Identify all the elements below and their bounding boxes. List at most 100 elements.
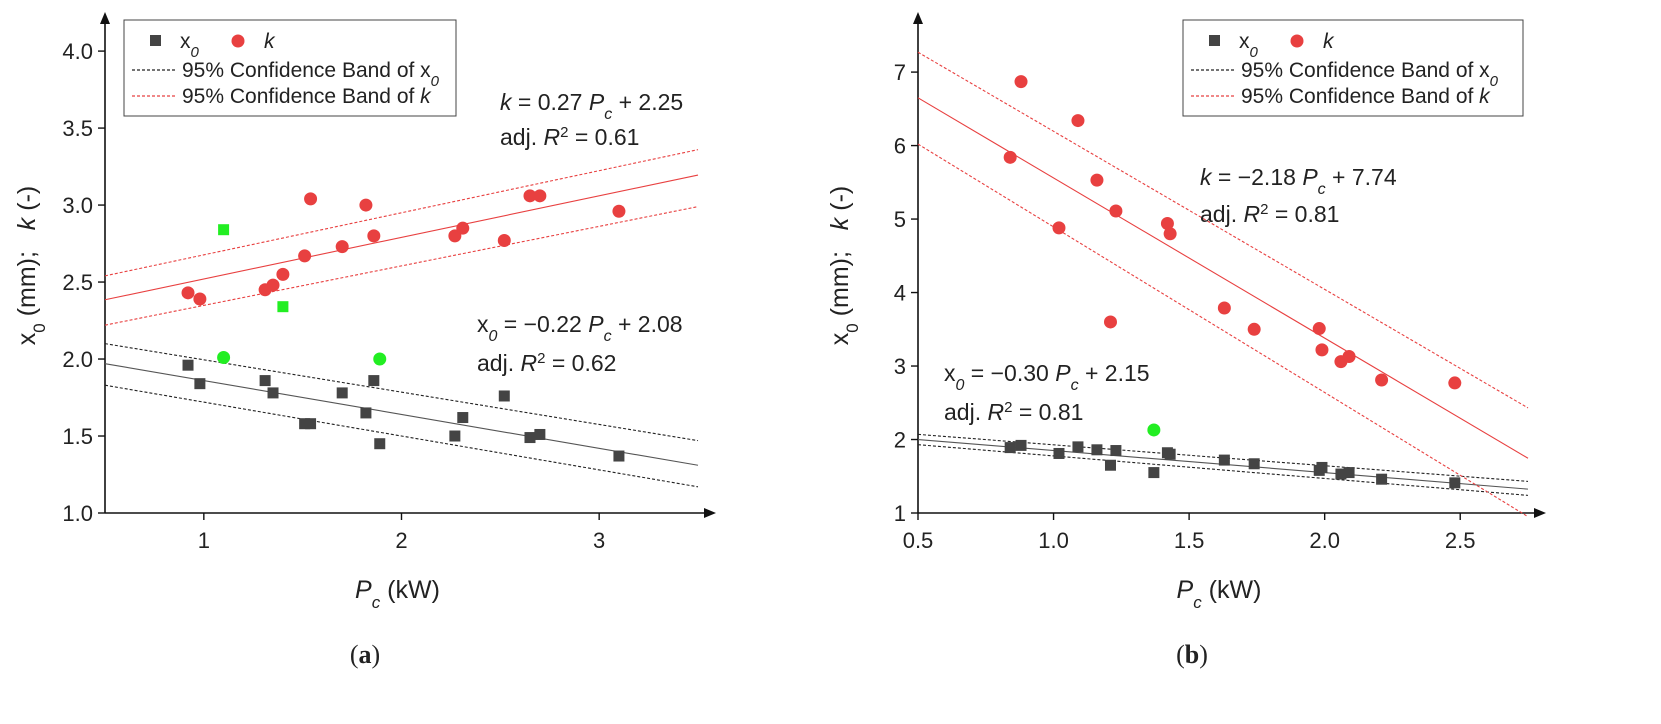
- data-point-circle: [1109, 204, 1123, 218]
- y-tick-label: 1.5: [62, 424, 93, 449]
- x-axis-label: Pc​ (kW): [1177, 576, 1262, 612]
- data-point-circle: [217, 350, 231, 364]
- data-point-circle: [1090, 173, 1104, 187]
- data-point-square: [613, 450, 625, 462]
- legend-label-k: k: [264, 30, 276, 53]
- data-point-square: [1053, 447, 1065, 459]
- y-tick-label: 1.0: [62, 501, 93, 526]
- data-point-circle: [1163, 227, 1177, 241]
- annotation-x0-eq: x0​ = −0.22 Pc​ + 2.08: [477, 311, 683, 345]
- y-axis-label: x0​ (mm); k (-): [13, 186, 49, 345]
- data-point-square: [218, 224, 230, 236]
- data-point-square: [1091, 444, 1103, 456]
- data-point-square: [277, 301, 289, 313]
- data-point-square: [498, 390, 510, 402]
- confidence-band-upper: [917, 51, 1529, 409]
- data-point-square: [182, 359, 194, 371]
- annotation-k-r2: adj. R2​ = 0.61: [500, 124, 639, 151]
- data-point-circle: [367, 229, 381, 243]
- data-point-square: [1104, 459, 1116, 471]
- y-tick-label: 2.5: [62, 270, 93, 295]
- legend-label-band: 95% Confidence Band of k: [182, 85, 432, 108]
- y-tick-label: 3.5: [62, 116, 93, 141]
- data-point-square: [1316, 461, 1328, 473]
- data-point-circle: [1052, 221, 1066, 235]
- data-point-circle: [304, 192, 318, 206]
- data-point-square: [1110, 445, 1122, 457]
- data-point-square: [1148, 467, 1160, 479]
- annotation-k-r2: adj. R2​ = 0.81: [1200, 201, 1339, 228]
- legend-box: [123, 19, 457, 117]
- legend-label-band: 95% Confidence Band of x0​: [1241, 59, 1499, 90]
- fit-line: [104, 363, 699, 466]
- data-point-circle: [373, 352, 387, 366]
- data-point-circle: [276, 267, 290, 281]
- data-point-circle: [1342, 349, 1356, 363]
- x-axis-arrow: [1534, 508, 1546, 518]
- y-tick-label: 4.0: [62, 39, 93, 64]
- y-tick-label: 3: [894, 354, 906, 379]
- data-point-circle: [335, 240, 349, 254]
- legend-box: [1182, 19, 1524, 117]
- data-point-square: [1343, 467, 1355, 479]
- y-tick-label: 4: [894, 281, 906, 306]
- legend-label-band: 95% Confidence Band of k: [1241, 85, 1491, 108]
- fit-line: [917, 97, 1529, 459]
- data-point-square: [1335, 468, 1347, 480]
- data-point-circle: [1375, 373, 1389, 387]
- data-point-square: [259, 375, 271, 387]
- panel-caption: (a): [350, 640, 380, 669]
- data-point-square: [374, 438, 386, 450]
- data-point-square: [1072, 441, 1084, 453]
- data-point-square: [1164, 448, 1176, 460]
- data-point-circle: [359, 198, 373, 212]
- data-point-circle: [456, 221, 470, 235]
- x-tick-label: 1: [198, 528, 210, 553]
- x-axis-label: Pc​ (kW): [355, 576, 440, 612]
- x-tick-label: 3: [593, 528, 605, 553]
- y-axis-arrow: [913, 12, 923, 24]
- data-point-circle: [193, 292, 207, 306]
- data-point-square: [1015, 439, 1027, 451]
- legend-circle-symbol: [231, 34, 245, 48]
- data-point-circle: [1147, 423, 1161, 437]
- data-point-square: [368, 375, 380, 387]
- data-point-square: [534, 428, 546, 440]
- data-point-circle: [612, 204, 626, 218]
- y-tick-label: 5: [894, 207, 906, 232]
- x-tick-label: 2: [395, 528, 407, 553]
- data-point-circle: [523, 189, 537, 203]
- x-tick-label: 0.5: [903, 528, 934, 553]
- legend: x0​ k 95% Confidence Band of x0​95% Confid…: [123, 19, 457, 117]
- data-point-square: [360, 407, 372, 419]
- y-axis-arrow: [100, 12, 110, 24]
- data-point-square: [524, 432, 536, 444]
- data-point-circle: [533, 189, 547, 203]
- data-point-circle: [298, 249, 312, 263]
- legend-label-x0: x0​: [1239, 30, 1259, 61]
- annotation-x0-r2: adj. R2​ = 0.62: [477, 350, 616, 377]
- legend-square-symbol: [1209, 35, 1220, 46]
- confidence-band-lower: [917, 143, 1529, 518]
- y-tick-label: 3.0: [62, 193, 93, 218]
- legend: x0​ k 95% Confidence Band of x0​95% Confid…: [1182, 19, 1524, 117]
- x-tick-label: 2.0: [1309, 528, 1340, 553]
- data-point-square: [194, 378, 206, 390]
- data-point-square: [1004, 442, 1016, 454]
- legend-square-symbol: [150, 35, 161, 46]
- confidence-band-lower: [104, 384, 699, 488]
- legend-label-band: 95% Confidence Band of x0​: [182, 59, 440, 90]
- data-point-square: [457, 412, 469, 424]
- chart-panel-b: 0.5 1.0 1.5 2.0 2.5 1 2 3 4 5 6 7 Pc​ (kW) x0​ (mm); …: [826, 12, 1546, 669]
- data-point-square: [449, 430, 461, 442]
- data-point-circle: [1103, 315, 1117, 329]
- annotation-k-eq: k = −2.18 Pc​ + 7.74: [1200, 164, 1397, 198]
- legend-circle-symbol: [1290, 34, 1304, 48]
- data-point-circle: [1448, 376, 1462, 390]
- data-point-square: [1376, 473, 1388, 485]
- data-point-square: [1248, 458, 1260, 470]
- data-point-square: [305, 418, 317, 430]
- data-point-circle: [1315, 343, 1329, 357]
